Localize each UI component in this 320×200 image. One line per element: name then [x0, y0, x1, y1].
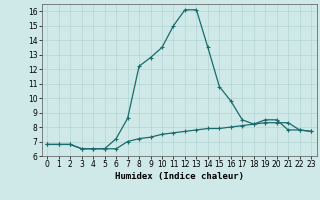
X-axis label: Humidex (Indice chaleur): Humidex (Indice chaleur)	[115, 172, 244, 181]
